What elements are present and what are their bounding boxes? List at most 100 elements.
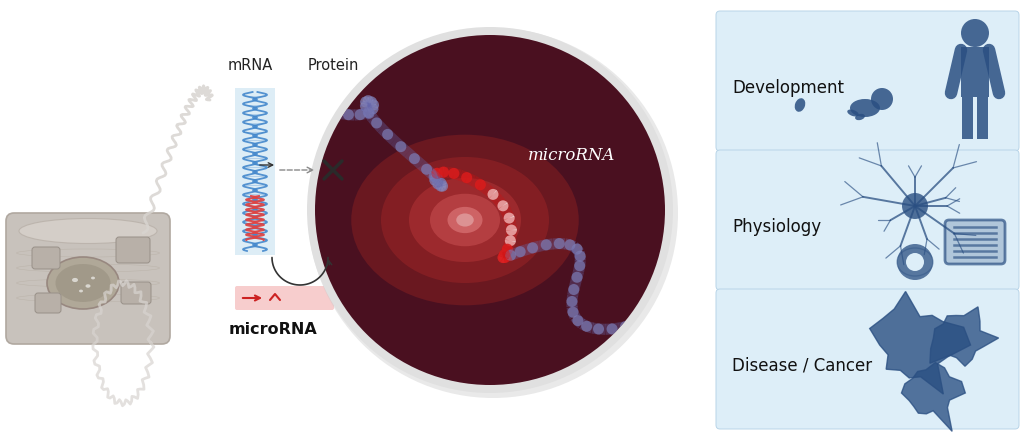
Circle shape: [568, 284, 580, 295]
Ellipse shape: [447, 207, 482, 233]
Ellipse shape: [855, 114, 865, 120]
Circle shape: [371, 117, 382, 129]
FancyBboxPatch shape: [716, 150, 1019, 290]
Circle shape: [500, 252, 510, 263]
Circle shape: [354, 109, 366, 120]
Circle shape: [643, 310, 654, 320]
FancyBboxPatch shape: [716, 11, 1019, 151]
Circle shape: [429, 175, 440, 186]
Text: Disease / Cancer: Disease / Cancer: [732, 357, 872, 375]
Circle shape: [582, 321, 592, 332]
Circle shape: [572, 315, 584, 326]
Circle shape: [360, 101, 371, 112]
Circle shape: [639, 314, 650, 325]
Circle shape: [315, 35, 665, 385]
Ellipse shape: [457, 213, 474, 226]
Ellipse shape: [11, 269, 169, 299]
FancyBboxPatch shape: [32, 247, 60, 269]
Circle shape: [449, 168, 460, 179]
Circle shape: [902, 193, 928, 219]
Circle shape: [395, 141, 407, 152]
Circle shape: [429, 171, 439, 182]
Circle shape: [307, 27, 673, 393]
Circle shape: [515, 246, 525, 257]
Circle shape: [360, 97, 371, 107]
Ellipse shape: [85, 284, 90, 288]
Text: Development: Development: [732, 79, 844, 97]
FancyBboxPatch shape: [121, 282, 151, 304]
Bar: [961, 47, 989, 97]
Ellipse shape: [381, 157, 549, 283]
FancyBboxPatch shape: [116, 237, 150, 263]
Ellipse shape: [850, 99, 880, 117]
Circle shape: [437, 181, 449, 192]
Circle shape: [461, 172, 472, 183]
Circle shape: [567, 307, 579, 318]
Ellipse shape: [19, 219, 157, 243]
Circle shape: [421, 164, 432, 175]
Circle shape: [308, 28, 678, 398]
Text: Physiology: Physiology: [732, 218, 821, 236]
Ellipse shape: [430, 194, 500, 246]
Circle shape: [593, 323, 604, 335]
Circle shape: [606, 323, 617, 334]
Circle shape: [961, 19, 989, 47]
Circle shape: [554, 238, 565, 249]
Circle shape: [487, 189, 499, 200]
Ellipse shape: [847, 110, 859, 116]
Circle shape: [435, 178, 446, 189]
Circle shape: [564, 239, 575, 250]
Circle shape: [432, 178, 443, 189]
Circle shape: [871, 88, 893, 110]
Circle shape: [362, 107, 374, 118]
Circle shape: [504, 213, 515, 223]
Circle shape: [409, 153, 420, 164]
Circle shape: [498, 200, 509, 211]
Circle shape: [498, 252, 509, 263]
Polygon shape: [901, 362, 966, 431]
Circle shape: [330, 107, 341, 117]
FancyBboxPatch shape: [234, 286, 334, 310]
Circle shape: [571, 272, 583, 283]
Bar: [977, 97, 988, 139]
Circle shape: [541, 239, 552, 250]
Circle shape: [366, 97, 377, 107]
Ellipse shape: [72, 278, 78, 282]
Circle shape: [430, 172, 441, 183]
Ellipse shape: [351, 135, 579, 305]
FancyBboxPatch shape: [6, 213, 170, 344]
Text: Protein: Protein: [307, 58, 358, 73]
Circle shape: [897, 244, 933, 280]
Circle shape: [906, 253, 924, 271]
Circle shape: [631, 318, 642, 329]
Text: microRNA: microRNA: [228, 322, 317, 337]
Text: microRNA: microRNA: [528, 146, 615, 164]
Circle shape: [620, 321, 631, 332]
Circle shape: [475, 179, 485, 190]
Circle shape: [343, 109, 354, 120]
Circle shape: [505, 235, 516, 246]
Circle shape: [641, 311, 652, 322]
Bar: [962, 97, 973, 139]
Polygon shape: [869, 291, 971, 394]
Circle shape: [574, 260, 586, 271]
Circle shape: [368, 103, 379, 114]
Ellipse shape: [409, 178, 521, 262]
Circle shape: [502, 244, 513, 255]
Circle shape: [505, 250, 516, 261]
Ellipse shape: [795, 98, 805, 112]
Circle shape: [364, 108, 375, 119]
Circle shape: [499, 249, 510, 260]
Ellipse shape: [55, 264, 111, 302]
FancyBboxPatch shape: [35, 293, 61, 313]
FancyBboxPatch shape: [716, 289, 1019, 429]
Circle shape: [566, 296, 578, 307]
FancyBboxPatch shape: [945, 220, 1005, 264]
Circle shape: [362, 95, 374, 106]
Polygon shape: [930, 307, 998, 366]
Ellipse shape: [47, 257, 119, 309]
Ellipse shape: [91, 277, 95, 279]
Circle shape: [438, 167, 450, 178]
Circle shape: [368, 100, 379, 110]
Circle shape: [571, 243, 583, 255]
